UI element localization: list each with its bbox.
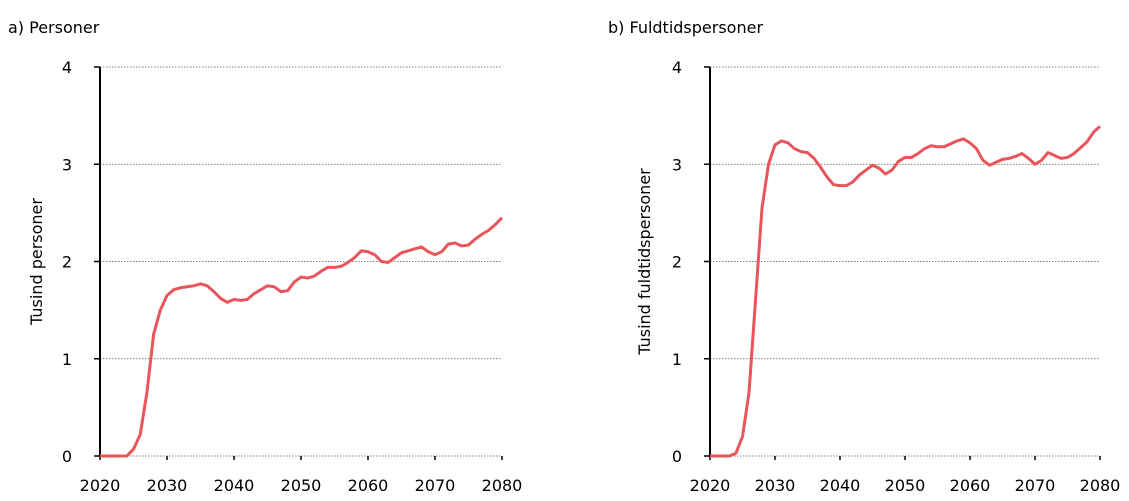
x-tick-label: 2070 [415, 476, 456, 495]
chart-title: b) Fuldtidspersoner [608, 18, 763, 37]
chart-title: a) Personer [8, 18, 100, 37]
data-line [710, 125, 1102, 458]
y-tick-label: 0 [672, 447, 682, 466]
x-tick-label: 2020 [690, 476, 731, 495]
x-tick-label: 2040 [820, 476, 861, 495]
y-tick-label: 4 [672, 58, 682, 77]
x-tick-label: 2060 [950, 476, 991, 495]
data-line [100, 216, 504, 458]
x-tick-label: 2030 [147, 476, 188, 495]
y-axis-label: Tusind personer [27, 198, 46, 326]
x-tick-label: 2050 [281, 476, 322, 495]
y-tick-label: 0 [62, 447, 72, 466]
y-tick-label: 2 [62, 253, 72, 272]
y-axis-label: Tusind fuldtidspersoner [635, 168, 654, 356]
x-tick-label: 2070 [1015, 476, 1056, 495]
y-tick-label: 4 [62, 58, 72, 77]
y-tick-label: 1 [62, 350, 72, 369]
y-tick-label: 1 [672, 350, 682, 369]
x-tick-label: 2030 [755, 476, 796, 495]
x-tick-label: 2080 [1080, 476, 1121, 495]
x-tick-label: 2060 [348, 476, 389, 495]
y-tick-label: 3 [672, 155, 682, 174]
x-tick-label: 2020 [80, 476, 121, 495]
x-tick-label: 2040 [214, 476, 255, 495]
y-tick-label: 2 [672, 253, 682, 272]
y-tick-label: 3 [62, 155, 72, 174]
x-tick-label: 2080 [482, 476, 523, 495]
x-tick-label: 2050 [885, 476, 926, 495]
